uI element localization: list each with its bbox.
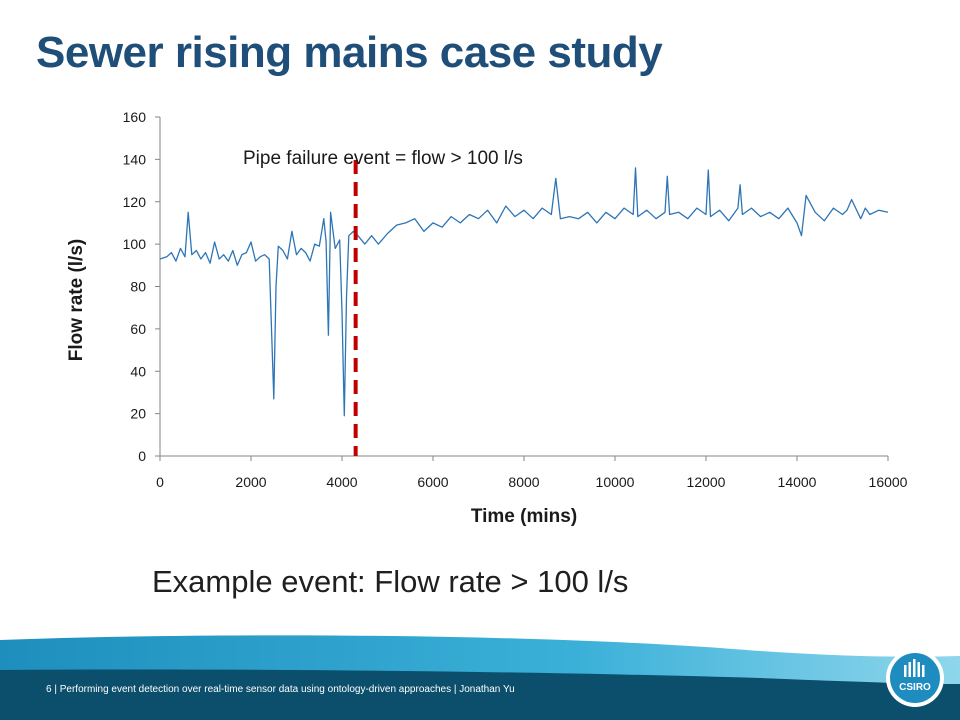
x-tick-label: 2000	[235, 474, 266, 490]
y-tick-label: 80	[130, 279, 146, 295]
series-layer	[159, 167, 889, 417]
footer-band	[0, 635, 960, 720]
y-tick-label: 40	[130, 363, 146, 379]
x-tick-label: 8000	[508, 474, 539, 490]
x-tick-label: 0	[156, 474, 164, 490]
x-axis-title: Time (mins)	[471, 506, 577, 527]
logo-text: CSIRO	[899, 682, 931, 693]
csiro-logo: CSIRO	[886, 649, 944, 707]
footer-text: 6 | Performing event detection over real…	[46, 684, 515, 695]
x-tick-label: 4000	[326, 474, 357, 490]
y-tick-label: 20	[130, 406, 146, 422]
x-tick-labels: 0 2000 4000 6000 8000 10000 12000 14000 16000	[156, 456, 908, 490]
footer-base	[0, 669, 960, 720]
y-tick-label: 140	[123, 151, 147, 167]
footer-separator: |	[54, 684, 57, 695]
y-tick-label: 60	[130, 321, 146, 337]
y-tick-label: 160	[123, 109, 147, 125]
y-tick-label: 120	[123, 194, 147, 210]
x-tick-label: 16000	[869, 474, 908, 490]
y-axis-title: Flow rate (l/s)	[66, 239, 87, 361]
y-tick-labels: 0 20 40 60 80 100 120 140 160	[123, 109, 160, 464]
y-tick-label: 100	[123, 236, 147, 252]
example-event-caption: Example event: Flow rate > 100 l/s	[152, 564, 629, 599]
y-tick-label: 0	[138, 448, 146, 464]
flow-rate-chart: 0 20 40 60 80 100 120 140 160 0 2000 4000 6000 8000 1…	[66, 109, 908, 527]
flow-rate-series-line	[159, 167, 889, 417]
footer-caption: Performing event detection over real-tim…	[59, 684, 515, 695]
page-number: 6	[46, 684, 52, 695]
x-tick-label: 12000	[687, 474, 726, 490]
slide-title: Sewer rising mains case study	[36, 28, 663, 77]
x-tick-label: 14000	[778, 474, 817, 490]
x-tick-label: 10000	[596, 474, 635, 490]
chart-annotation: Pipe failure event = flow > 100 l/s	[243, 148, 523, 169]
x-tick-label: 6000	[417, 474, 448, 490]
